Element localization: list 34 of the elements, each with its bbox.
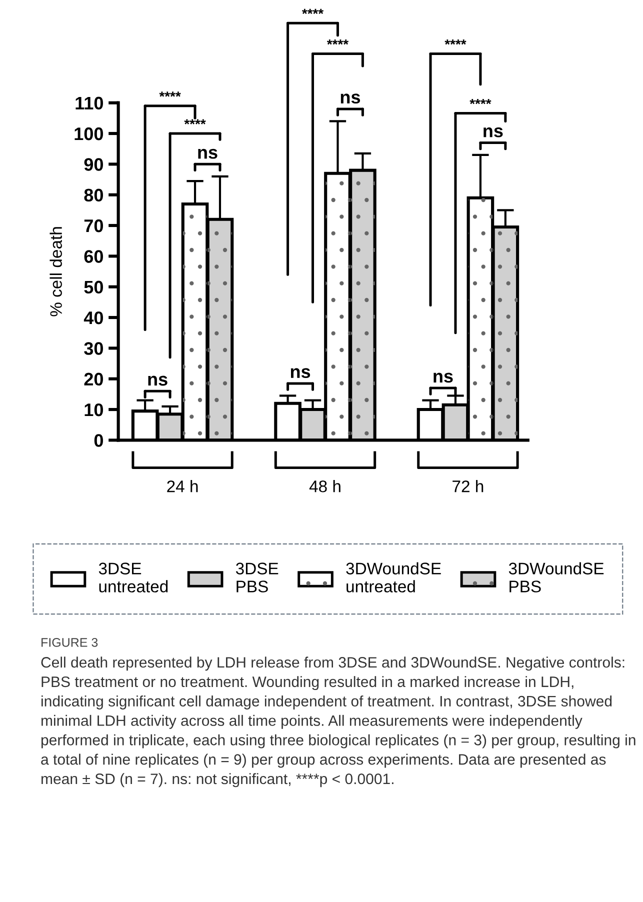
y-tick-label: 10 [84,403,103,416]
text: **** [302,8,324,14]
text: **** [159,92,181,97]
legend-label: 3DSE untreated [98,562,168,592]
text: Cell death represented by LDH release from 3DSE and 3DWoundSE. Negative controls: PBS treatment or no treatment. Wounding resulted in a marked increase in LDH, indicating significant cell damage independent of treatment. In contrast, 3DSE showed minimal LDH activity across all time points. All measurements were independently performed in triplicate, each using three biological replicates (n = 3) per group, resulting in a total of nine replicates (n = 9) per group across experiments. Data are presented as mean ± SD (n = 7). ns: not significant, ****p < 0.0001. [41,656,636,788]
y-tick-label: 50 [84,280,103,294]
annotation: ns [484,127,503,138]
annotation: **** [470,98,492,104]
annotation: ns [340,94,360,104]
annotation: ns [148,376,168,386]
x-tick-label: 24 h [167,480,198,492]
y-tick-label: 90 [84,158,103,171]
legend-label: 3DSE PBS [236,562,278,592]
y-tick-label: 0 [94,434,103,447]
legend-label: 3DWoundSE untreated [346,562,441,592]
x-tick-label: 48 h [309,480,340,492]
y-tick-label: 100 [74,127,103,140]
text: FIGURE 3 [42,638,98,647]
text: **** [444,39,466,45]
y-tick-label: 20 [84,372,103,386]
y-axis-title: % cell death [50,227,62,316]
annotation: ns [198,148,218,159]
legend-label: 3DWoundSE PBS [508,562,604,592]
annotation: ns [434,372,453,383]
x-tick-label: 72 h [452,480,484,492]
y-tick-label: 110 [76,96,103,110]
annotation: ns [290,368,310,378]
y-tick-label: 70 [84,219,103,232]
text: **** [326,39,349,45]
y-tick-label: 80 [84,188,103,202]
y-tick-label: 30 [84,342,103,355]
y-tick-label: 60 [84,250,103,263]
y-tick-label: 40 [84,311,103,324]
annotation: **** [184,119,206,124]
